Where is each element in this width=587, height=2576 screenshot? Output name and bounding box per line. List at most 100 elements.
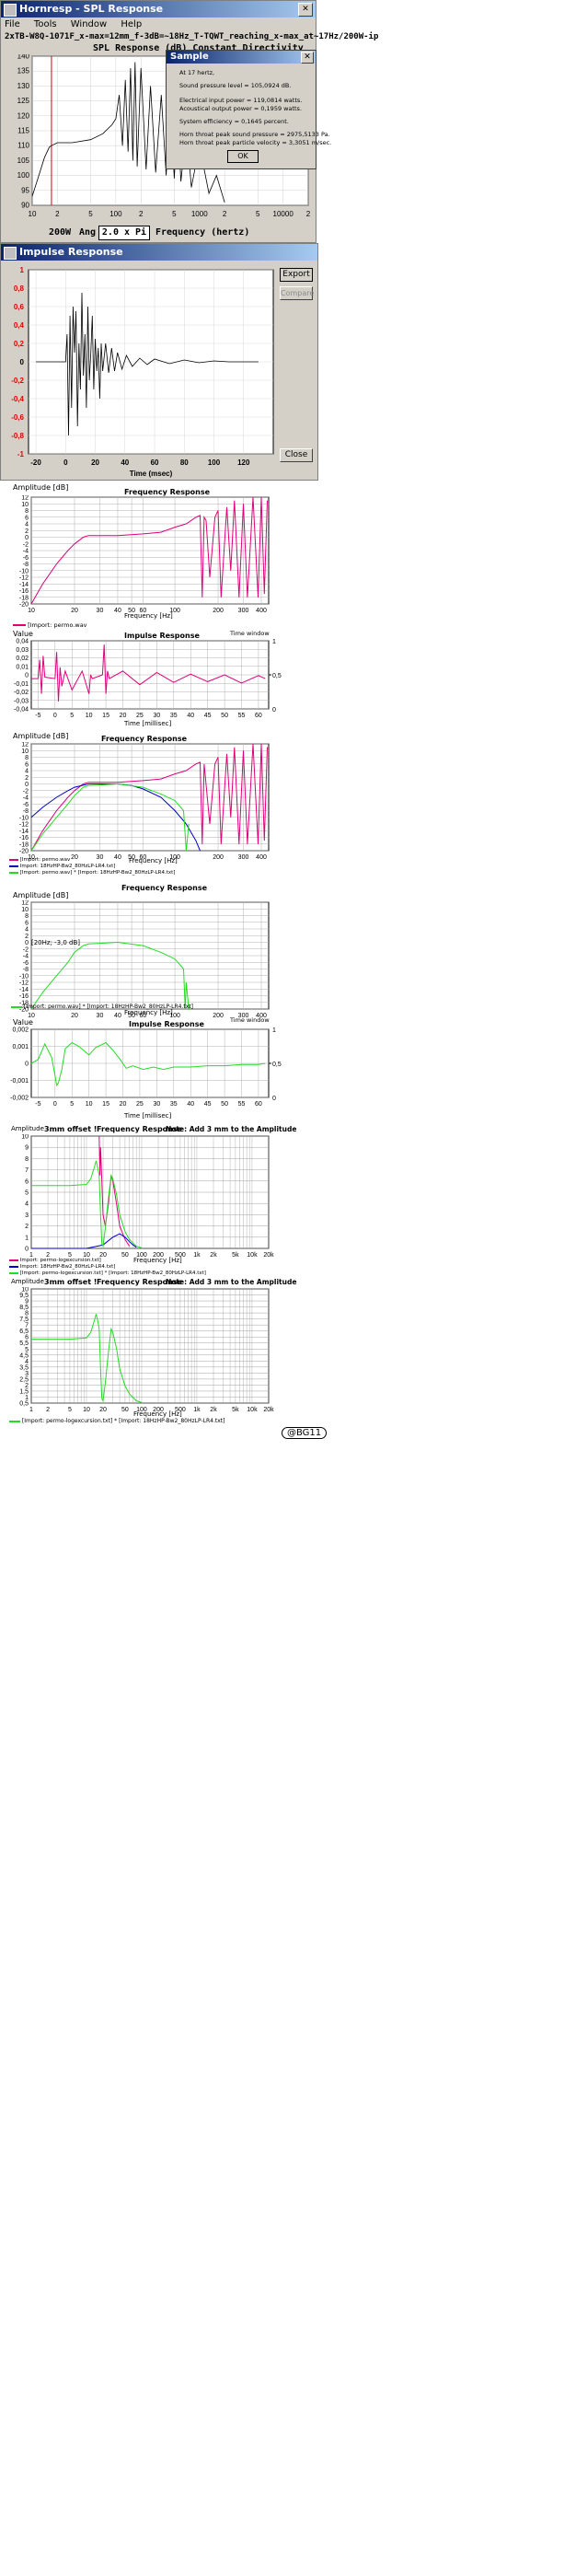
- sample-line-1: At 17 hertz,: [179, 69, 215, 76]
- x-tick-label: 400: [256, 854, 267, 859]
- angle-value-box[interactable]: 2.0 x Pi: [98, 226, 150, 240]
- x-tick-label: 10: [28, 608, 35, 614]
- compare-button[interactable]: Compare: [280, 286, 314, 300]
- y-tick-label: 8,5: [19, 1305, 29, 1311]
- impulse-window: Impulse Response 1 0,8 0,6 0,4 0,2 0 -0,2 -0,4 -…: [0, 243, 318, 481]
- right-tick-label: 0,5: [272, 673, 282, 679]
- y-tick-label: 90: [21, 202, 29, 210]
- impulse-series-line: [31, 644, 266, 702]
- y-tick-label: -8: [23, 808, 29, 815]
- fr2-ylabel: Amplitude [dB]: [13, 732, 69, 740]
- x-tick-label: 100: [169, 854, 180, 859]
- sample-line-3: Electrical input power = 119,0814 watts.: [179, 97, 303, 104]
- y-tick-label: 3: [25, 1213, 29, 1219]
- y-tick-label: 12: [21, 900, 29, 907]
- close-button[interactable]: Close: [280, 448, 313, 462]
- impulse-app-icon: [4, 247, 17, 260]
- x-tick-label: 15: [102, 1101, 109, 1108]
- y-tick-label: 1: [25, 1395, 29, 1401]
- y-tick-label: -20: [19, 849, 29, 855]
- legend-swatch-green: [9, 871, 18, 874]
- y-tick-label: -8: [23, 562, 29, 568]
- export-button[interactable]: Export: [280, 268, 313, 282]
- series-line-1: [31, 1314, 143, 1403]
- menu-window[interactable]: Window: [70, 19, 108, 29]
- menu-help[interactable]: Help: [121, 19, 143, 29]
- y-tick-label: 4,5: [19, 1352, 29, 1359]
- y-tick-label: 6: [25, 1178, 29, 1185]
- x-tick-label: 30: [153, 713, 160, 719]
- x-tick-label: 300: [238, 608, 249, 614]
- y-tick-label: 8: [25, 913, 29, 920]
- impulse-chart: 1 0,8 0,6 0,4 0,2 0 -0,2 -0,4 -0,6 -0,8 -1 -20 0 20 40…: [11, 266, 274, 478]
- y-tick-label: 0,03: [16, 647, 29, 654]
- y-tick-label: 10: [21, 907, 29, 913]
- impulse-series-line: [36, 292, 259, 436]
- y-tick-label: -10: [19, 973, 29, 980]
- x-tick-label: 20k: [263, 1407, 274, 1413]
- x-tick-label: 500: [175, 1407, 186, 1413]
- ex1-legend-3: [Import: permo-logexcursion.txt] * [Impo…: [9, 1271, 206, 1276]
- y-tick-label: -2: [23, 946, 29, 953]
- sample-close-icon[interactable]: ✕: [301, 52, 314, 64]
- impulse-titlebar[interactable]: Impulse Response: [1, 244, 317, 261]
- ir1-chart: 0,04 0,03 0,02 0,01 0 -0,01 -0,02 -0,03 -0,04 -5 0…: [14, 639, 282, 720]
- x-tick-label: 30: [153, 1101, 160, 1108]
- y-tick-label: 1,5: [19, 1388, 29, 1395]
- y-tick-label: 10: [21, 1134, 29, 1141]
- y-tick-label: 6: [25, 1335, 29, 1341]
- x-tick-label: 30: [97, 608, 104, 614]
- y-tick-label: 4: [25, 769, 29, 775]
- ir1-xlabel: Time [millisec]: [124, 720, 172, 727]
- y-tick-label: -1: [17, 450, 25, 458]
- fr1-xlabel: Frequency [Hz]: [124, 612, 173, 620]
- x-tick-label: 2k: [210, 1252, 217, 1259]
- x-tick-label: 20: [120, 1101, 127, 1108]
- series-line-3: [30, 783, 190, 852]
- sample-titlebar[interactable]: Sample ✕: [167, 51, 316, 64]
- x-tick-label: 60: [255, 1101, 262, 1108]
- sample-line-5: System efficiency = 0,1645 percent.: [179, 118, 289, 125]
- y-tick-label: -16: [19, 993, 29, 1000]
- x-tick-label: 200: [153, 1252, 164, 1259]
- x-tick-label: 2: [55, 210, 60, 218]
- x-tick-label: 10: [83, 1407, 90, 1413]
- y-tick-label: -0,02: [14, 690, 29, 696]
- fr2-legend-2: Import: 18HzHP-Bw2_80HzLP-LR4.txt]: [9, 864, 115, 869]
- series-line-2: [31, 1233, 137, 1249]
- ex1-ylabel: Amplitude: [11, 1125, 44, 1132]
- y-tick-label: -0,2: [11, 377, 24, 385]
- y-tick-label: 5,5: [19, 1340, 29, 1347]
- menu-tools[interactable]: Tools: [33, 19, 57, 29]
- y-tick-label: 0,5: [19, 1401, 29, 1408]
- x-tick-label: 100: [169, 608, 180, 614]
- y-tick-label: -8: [23, 967, 29, 973]
- x-tick-label: 50: [121, 1407, 129, 1413]
- ex1-legend-text-3: [Import: permo-logexcursion.txt] * [Impo…: [19, 1271, 206, 1276]
- sample-ok-button[interactable]: OK: [227, 150, 259, 163]
- sample-line-4: Acoustical output power = 0,1959 watts.: [179, 105, 303, 112]
- x-tick-label: 20: [99, 1407, 107, 1413]
- menu-file[interactable]: File: [5, 19, 20, 29]
- y-tick-label: 110: [17, 142, 29, 150]
- sample-line-6: Horn throat peak sound pressure = 2975,5…: [179, 131, 330, 138]
- y-tick-label: -16: [19, 588, 29, 595]
- x-tick-label: 10: [28, 854, 35, 859]
- close-icon[interactable]: ✕: [298, 3, 313, 17]
- x-tick-label: 10000: [273, 210, 294, 218]
- spl-subtitle: 2xTB-W8Q-1071F_x-max=12mm_f-3dB=~18Hz_T-…: [5, 32, 379, 41]
- x-tick-label: 20k: [263, 1252, 274, 1259]
- ex1-legend-text-2: Import: 18HzHP-Bw2_80HzLP-LR4.txt]: [19, 1264, 116, 1270]
- y-tick-label: 7: [25, 1323, 29, 1329]
- y-tick-label: -0,8: [11, 432, 24, 440]
- fr3-xlabel: Frequency [Hz]: [124, 1009, 173, 1016]
- menu-bar: File Tools Window Help: [5, 19, 153, 29]
- y-tick-label: 9: [25, 1145, 29, 1152]
- spl-titlebar[interactable]: Hornresp - SPL Response ✕: [1, 1, 316, 17]
- y-tick-label: 10: [21, 748, 29, 755]
- y-tick-label: 0: [25, 1062, 29, 1068]
- y-tick-label: 2: [25, 775, 29, 782]
- legend-swatch-pink: [13, 624, 26, 626]
- x-tick-label: 60: [140, 1013, 147, 1018]
